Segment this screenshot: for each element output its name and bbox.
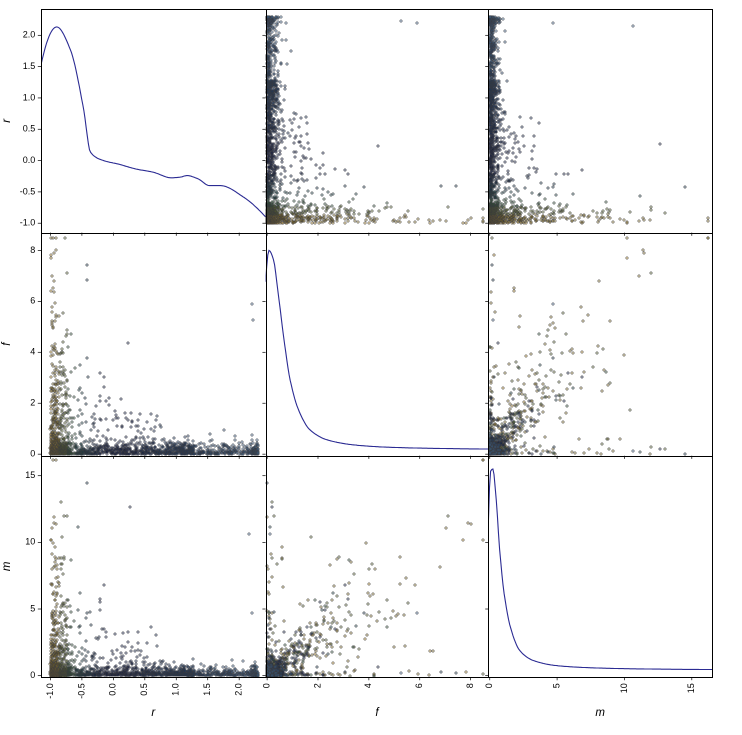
- svg-text:0.0: 0.0: [23, 155, 36, 165]
- svg-text:0: 0: [484, 683, 494, 688]
- svg-text:-1.0: -1.0: [45, 683, 55, 699]
- svg-text:15: 15: [686, 683, 696, 693]
- svg-text:4: 4: [30, 347, 35, 357]
- svg-text:m: m: [595, 707, 605, 719]
- svg-text:6: 6: [414, 683, 424, 688]
- svg-text:1.5: 1.5: [23, 61, 36, 71]
- svg-text:m: m: [1, 561, 13, 571]
- svg-text:2: 2: [30, 398, 35, 408]
- svg-text:0: 0: [30, 670, 35, 680]
- svg-text:1.0: 1.0: [171, 683, 181, 696]
- svg-text:-1.0: -1.0: [20, 218, 36, 228]
- svg-text:6: 6: [30, 296, 35, 306]
- svg-text:0: 0: [30, 449, 35, 459]
- svg-text:0.0: 0.0: [108, 683, 118, 696]
- svg-text:1.0: 1.0: [23, 92, 36, 102]
- svg-text:15: 15: [25, 470, 35, 480]
- svg-text:2.0: 2.0: [234, 683, 244, 696]
- svg-text:5: 5: [30, 603, 35, 613]
- svg-text:8: 8: [30, 245, 35, 255]
- svg-text:0.5: 0.5: [139, 683, 149, 696]
- svg-text:0.5: 0.5: [23, 124, 36, 134]
- svg-text:-0.5: -0.5: [20, 186, 36, 196]
- svg-text:0: 0: [262, 683, 272, 688]
- svg-text:8: 8: [465, 683, 475, 688]
- svg-text:10: 10: [619, 683, 629, 693]
- svg-text:-0.5: -0.5: [76, 683, 86, 699]
- svg-text:4: 4: [363, 683, 373, 688]
- svg-text:1.5: 1.5: [202, 683, 212, 696]
- svg-text:5: 5: [551, 683, 561, 688]
- svg-text:2.0: 2.0: [23, 30, 36, 40]
- svg-text:10: 10: [25, 537, 35, 547]
- svg-text:2: 2: [312, 683, 322, 688]
